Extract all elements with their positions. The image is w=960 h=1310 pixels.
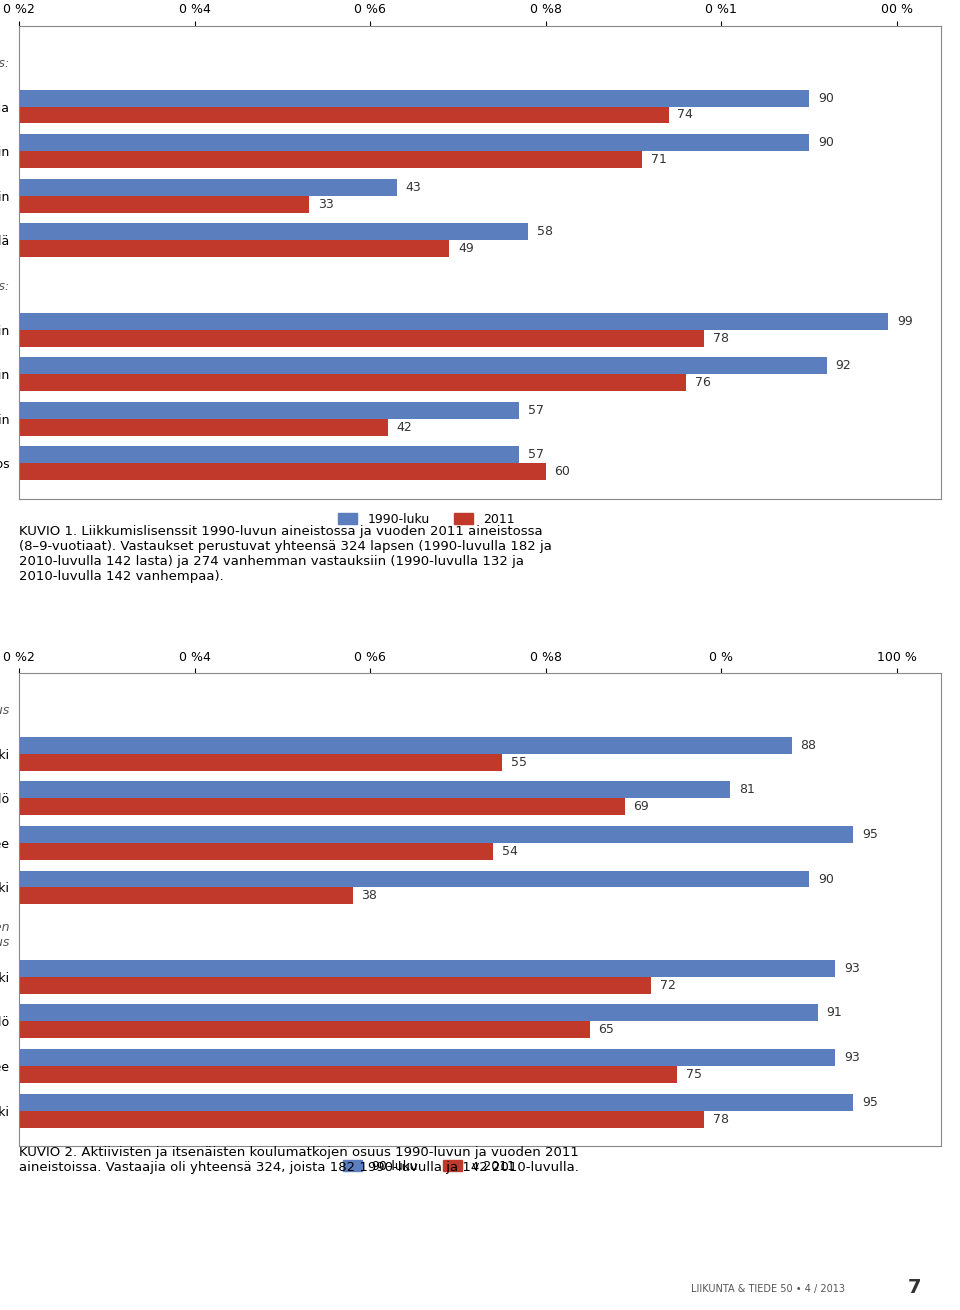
- Text: 88: 88: [801, 739, 816, 752]
- Bar: [19, 224, 528, 240]
- Bar: [19, 402, 519, 419]
- Bar: [19, 419, 388, 436]
- Bar: [19, 887, 352, 904]
- Text: 7: 7: [908, 1277, 922, 1297]
- Text: 90: 90: [818, 872, 834, 886]
- Bar: [19, 464, 546, 481]
- Text: 54: 54: [502, 845, 517, 858]
- Bar: [19, 798, 625, 815]
- Text: 93: 93: [844, 1051, 860, 1064]
- Text: 60: 60: [555, 465, 570, 478]
- Bar: [19, 1022, 589, 1039]
- Text: 49: 49: [458, 242, 474, 255]
- Text: 78: 78: [712, 331, 729, 345]
- Text: 74: 74: [678, 109, 693, 122]
- Bar: [19, 977, 651, 994]
- Bar: [19, 1005, 818, 1022]
- Bar: [19, 1094, 853, 1111]
- Bar: [19, 1111, 704, 1128]
- Bar: [19, 753, 502, 770]
- Bar: [19, 447, 519, 464]
- Text: LIIKUNTA & TIEDE 50 • 4 / 2013: LIIKUNTA & TIEDE 50 • 4 / 2013: [691, 1284, 845, 1294]
- Bar: [19, 134, 809, 151]
- Text: 81: 81: [739, 783, 755, 796]
- Bar: [19, 195, 309, 212]
- Bar: [19, 375, 686, 392]
- Text: 95: 95: [862, 828, 877, 841]
- Text: 90: 90: [818, 92, 834, 105]
- Text: 90: 90: [818, 136, 834, 149]
- Bar: [19, 358, 827, 375]
- Text: KUVIO 1. Liikkumislisenssit 1990-luvun aineistossa ja vuoden 2011 aineistossa
(8: KUVIO 1. Liikkumislisenssit 1990-luvun a…: [19, 525, 552, 583]
- Text: 99: 99: [897, 314, 913, 328]
- Bar: [19, 106, 669, 123]
- Text: 38: 38: [362, 889, 377, 903]
- Text: 72: 72: [660, 979, 676, 992]
- Bar: [19, 313, 888, 330]
- Bar: [19, 781, 731, 798]
- Bar: [19, 825, 853, 842]
- Bar: [19, 842, 493, 859]
- Text: 71: 71: [651, 153, 667, 166]
- Bar: [19, 240, 449, 257]
- Text: 78: 78: [712, 1112, 729, 1125]
- Text: 92: 92: [835, 359, 852, 372]
- Bar: [19, 736, 792, 753]
- Text: 91: 91: [827, 1006, 843, 1019]
- Text: 69: 69: [634, 800, 649, 814]
- Text: 43: 43: [405, 181, 421, 194]
- Text: 42: 42: [396, 421, 413, 434]
- Text: 58: 58: [537, 225, 553, 238]
- Legend: 90-luku, v 2011: 90-luku, v 2011: [338, 1155, 519, 1178]
- Text: 57: 57: [528, 448, 544, 461]
- Bar: [19, 1066, 678, 1083]
- Legend: 1990-luku, 2011: 1990-luku, 2011: [333, 508, 519, 531]
- Text: 75: 75: [686, 1068, 703, 1081]
- Bar: [19, 871, 809, 887]
- Bar: [19, 960, 835, 977]
- Text: 93: 93: [844, 962, 860, 975]
- Bar: [19, 330, 704, 347]
- Bar: [19, 89, 809, 106]
- Bar: [19, 178, 396, 195]
- Text: 76: 76: [695, 376, 711, 389]
- Bar: [19, 151, 642, 168]
- Bar: [19, 1049, 835, 1066]
- Text: KUVIO 2. Aktiivisten ja itsenäisten koulumatkojen osuus 1990-luvun ja vuoden 201: KUVIO 2. Aktiivisten ja itsenäisten koul…: [19, 1146, 579, 1174]
- Text: 33: 33: [318, 198, 333, 211]
- Text: 55: 55: [511, 756, 527, 769]
- Text: 95: 95: [862, 1095, 877, 1108]
- Text: 65: 65: [598, 1023, 614, 1036]
- Text: 57: 57: [528, 403, 544, 417]
